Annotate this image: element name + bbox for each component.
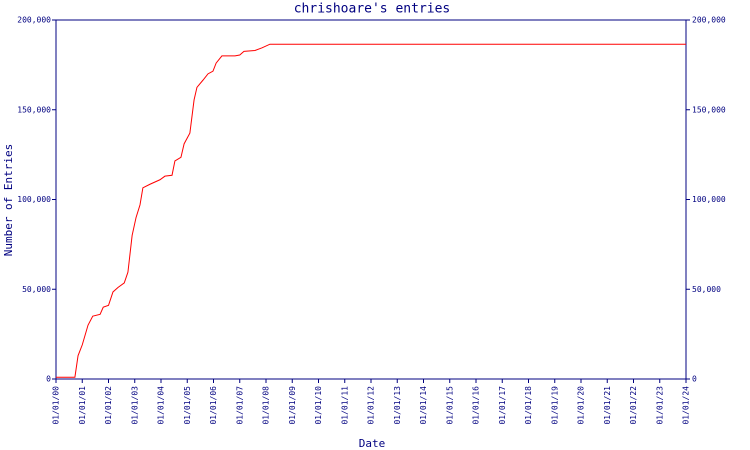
- x-tick-label: 01/01/14: [419, 386, 428, 425]
- x-tick-label: 01/01/03: [130, 386, 139, 425]
- x-tick-label: 01/01/24: [682, 386, 691, 425]
- y-tick-label: 100,000: [17, 195, 51, 204]
- x-tick-label: 01/01/06: [209, 386, 218, 425]
- x-tick-label: 01/01/07: [235, 386, 244, 425]
- data-line: [56, 43, 686, 378]
- x-tick-label: 01/01/13: [393, 386, 402, 425]
- y-tick-label: 0: [46, 375, 51, 384]
- x-tick-label: 01/01/23: [655, 386, 664, 425]
- x-tick-label: 01/01/19: [550, 386, 559, 425]
- x-tick-label: 01/01/05: [183, 386, 192, 425]
- x-tick-label: 01/01/11: [340, 386, 349, 425]
- y2-tick-label: 50,000: [692, 285, 721, 294]
- plot-frame: [55, 19, 687, 380]
- x-tick-label: 01/01/17: [498, 386, 507, 425]
- x-tick-label: 01/01/08: [262, 386, 271, 425]
- x-tick-label: 01/01/20: [577, 386, 586, 425]
- x-tick-label: 01/01/04: [157, 386, 166, 425]
- y2-tick-label: 150,000: [692, 105, 726, 114]
- x-tick-label: 01/01/21: [603, 386, 612, 425]
- y-tick-label: 200,000: [17, 16, 51, 25]
- x-tick-label: 01/01/09: [288, 386, 297, 425]
- x-tick-label: 01/01/10: [314, 386, 323, 425]
- y-tick-label: 50,000: [22, 285, 51, 294]
- x-tick-label: 01/01/00: [52, 386, 61, 425]
- x-tick-label: 01/01/02: [104, 386, 113, 425]
- y2-tick-label: 100,000: [692, 195, 726, 204]
- x-tick-label: 01/01/18: [524, 386, 533, 425]
- x-axis-label: Date: [359, 437, 386, 450]
- y2-tick-label: 200,000: [692, 16, 726, 25]
- y-axis-label: Number of Entries: [2, 144, 15, 257]
- chart-title: chrishoare's entries: [294, 2, 451, 17]
- x-tick-label: 01/01/15: [445, 386, 454, 425]
- x-tick-label: 01/01/22: [629, 386, 638, 425]
- x-tick-label: 01/01/12: [367, 386, 376, 425]
- y2-tick-label: 0: [692, 375, 697, 384]
- x-tick-label: 01/01/16: [472, 386, 481, 425]
- y-tick-label: 150,000: [17, 105, 51, 114]
- x-tick-label: 01/01/01: [78, 386, 87, 425]
